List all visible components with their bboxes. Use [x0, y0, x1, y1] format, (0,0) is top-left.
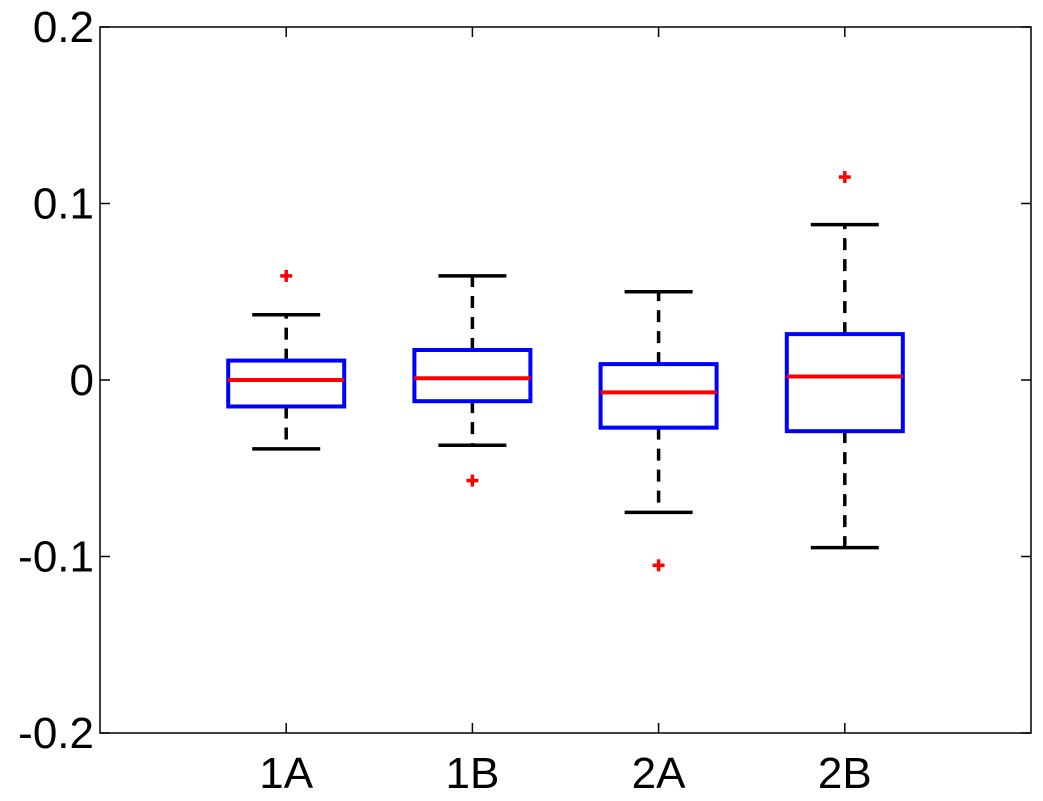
x-tick-label: 2B [818, 749, 872, 798]
box-group-1B [412, 274, 533, 487]
x-tick-label: 2A [632, 749, 686, 798]
y-tick-label: -0.2 [18, 709, 94, 758]
outlier-marker [466, 474, 479, 487]
boxes [226, 171, 905, 572]
iqr-box [784, 332, 905, 434]
y-tick-label: -0.1 [18, 533, 94, 582]
y-tick-label: 0.2 [33, 3, 94, 52]
box-group-1A [226, 269, 347, 451]
y-axis: -0.2 -0.1 0 0.1 0.2 [18, 3, 1031, 758]
iqr-box [226, 358, 347, 409]
outlier-marker [280, 269, 293, 282]
x-tick-label: 1A [259, 749, 313, 798]
y-tick-label: 0 [70, 356, 94, 405]
outlier-marker [838, 171, 851, 184]
x-tick-label: 1B [445, 749, 499, 798]
iqr-box [598, 362, 719, 430]
x-axis: 1A 1B 2A 2B [259, 27, 872, 798]
outlier-marker [652, 559, 665, 572]
iqr-box [412, 347, 533, 404]
y-tick-label: 0.1 [33, 180, 94, 229]
box-group-2B [784, 171, 905, 550]
box-group-2A [598, 290, 719, 572]
